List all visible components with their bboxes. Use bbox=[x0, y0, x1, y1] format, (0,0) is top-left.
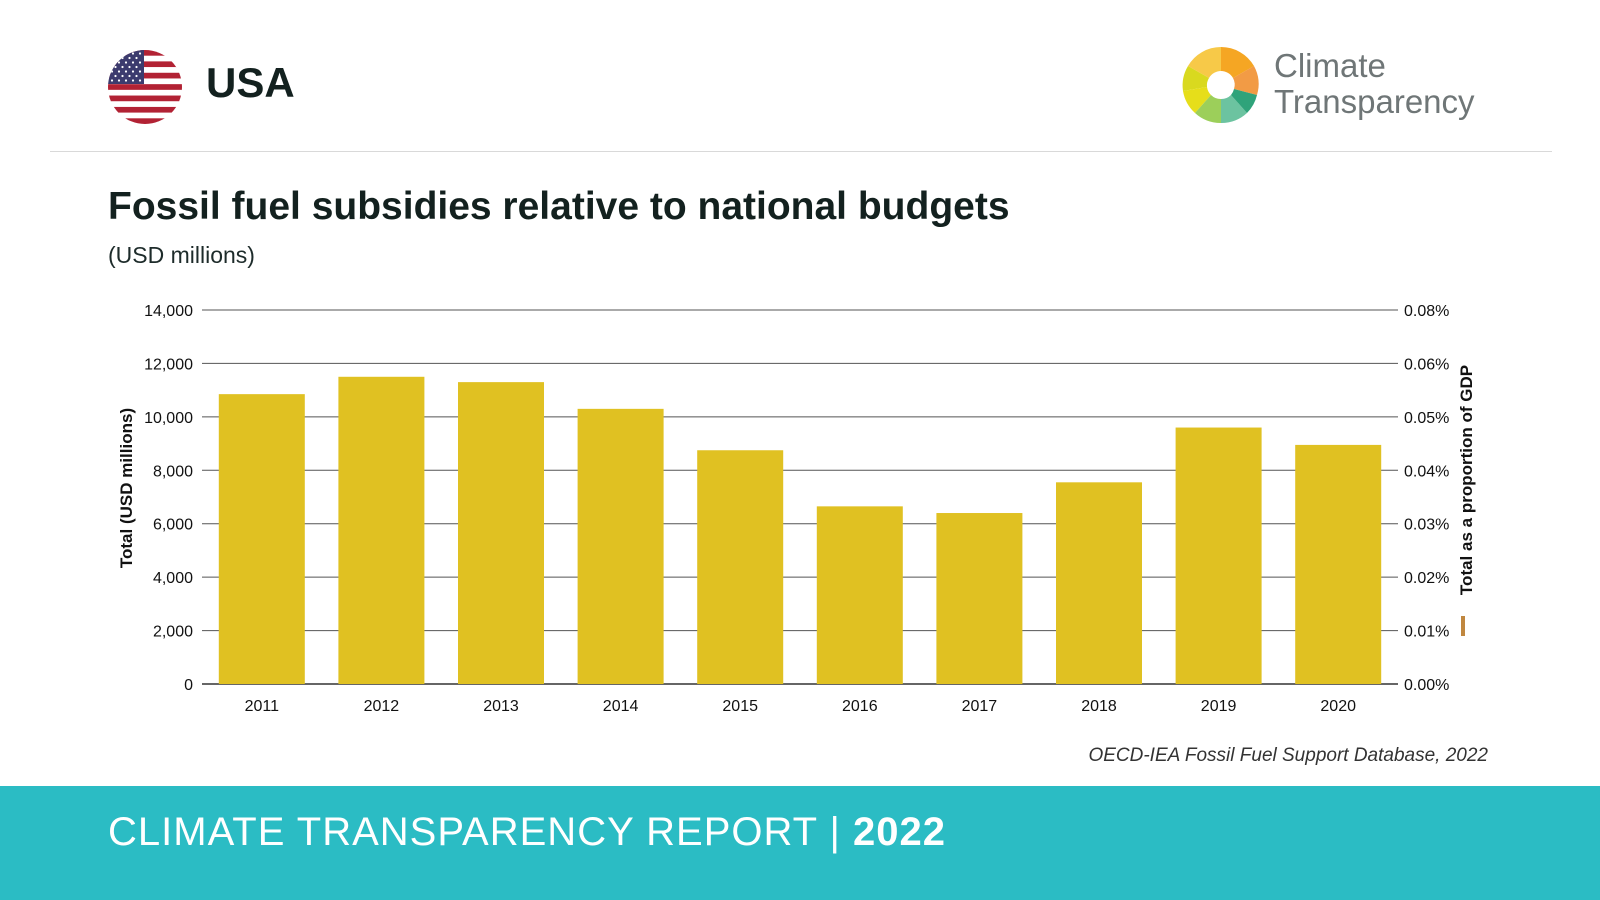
y2-axis-title: Total as a proportion of GDP bbox=[1457, 365, 1476, 636]
bar bbox=[1295, 444, 1382, 684]
x-tick-label: 2017 bbox=[962, 698, 998, 715]
footer-banner: CLIMATE TRANSPARENCY REPORT | 2022 bbox=[0, 786, 1600, 900]
bar bbox=[1056, 482, 1142, 684]
y-tick-label: 14,000 bbox=[144, 303, 193, 320]
x-tick-label: 2013 bbox=[483, 698, 519, 715]
y2-tick-label: 0.00% bbox=[1404, 677, 1449, 694]
bar bbox=[458, 382, 544, 684]
chart-title: Fossil fuel subsidies relative to nation… bbox=[108, 185, 1010, 228]
bar bbox=[577, 408, 664, 684]
bar bbox=[936, 513, 1023, 684]
chart-subtitle: (USD millions) bbox=[108, 242, 255, 268]
y2-tick-label: 0.03% bbox=[1404, 517, 1449, 534]
x-tick-label: 2016 bbox=[842, 698, 878, 715]
bar bbox=[338, 376, 425, 684]
y-axis-label: Total (USD millions) bbox=[117, 408, 136, 568]
y2-tick-label: 0.08% bbox=[1404, 303, 1449, 320]
x-tick-label: 2014 bbox=[603, 698, 639, 715]
x-tick-label: 2018 bbox=[1081, 698, 1117, 715]
y-tick-label: 8,000 bbox=[153, 463, 193, 480]
x-tick-label: 2012 bbox=[364, 698, 400, 715]
bar bbox=[1175, 427, 1262, 684]
header-divider bbox=[50, 151, 1552, 152]
logo-line-1: Climate bbox=[1274, 47, 1386, 84]
y-tick-label: 12,000 bbox=[144, 356, 193, 373]
x-tick-label: 2020 bbox=[1320, 698, 1356, 715]
x-tick-label: 2015 bbox=[722, 698, 758, 715]
y2-axis-label: Total as a proportion of GDP bbox=[1457, 365, 1476, 595]
y2-tick-label: 0.04% bbox=[1404, 463, 1449, 480]
data-source: OECD-IEA Fossil Fuel Support Database, 2… bbox=[1088, 745, 1488, 766]
bar bbox=[816, 506, 903, 684]
climate-transparency-logo-icon bbox=[1182, 46, 1259, 124]
y-tick-label: 10,000 bbox=[144, 410, 193, 427]
logo-text: Climate Transparency bbox=[1274, 48, 1475, 120]
y2-tick-label: 0.06% bbox=[1404, 356, 1449, 373]
x-tick-label: 2019 bbox=[1201, 698, 1237, 715]
gdp-legend-marker bbox=[1461, 616, 1465, 636]
footer-text: CLIMATE TRANSPARENCY REPORT | 2022 bbox=[108, 810, 946, 855]
footer-separator: | bbox=[829, 810, 841, 854]
y2-tick-label: 0.02% bbox=[1404, 570, 1449, 587]
report-name: CLIMATE TRANSPARENCY REPORT bbox=[108, 810, 818, 854]
y-tick-label: 0 bbox=[184, 677, 193, 694]
x-tick-label: 2011 bbox=[245, 698, 280, 715]
y-tick-label: 6,000 bbox=[153, 517, 193, 534]
report-year: 2022 bbox=[853, 810, 947, 854]
bar bbox=[697, 450, 784, 684]
logo-line-2: Transparency bbox=[1274, 83, 1475, 120]
bar bbox=[218, 394, 305, 684]
y-tick-label: 4,000 bbox=[153, 570, 193, 587]
y-tick-label: 2,000 bbox=[153, 624, 193, 641]
country-name: USA bbox=[206, 59, 295, 106]
climate-transparency-logo: Climate Transparency bbox=[1178, 42, 1478, 132]
y2-tick-label: 0.01% bbox=[1404, 624, 1449, 641]
subsidies-bar-chart: 0 0.00% 2,000 0.01% 4,000 0.02% 6,000 0.03% 8,00… bbox=[117, 303, 1476, 715]
y2-tick-label: 0.05% bbox=[1404, 410, 1449, 427]
